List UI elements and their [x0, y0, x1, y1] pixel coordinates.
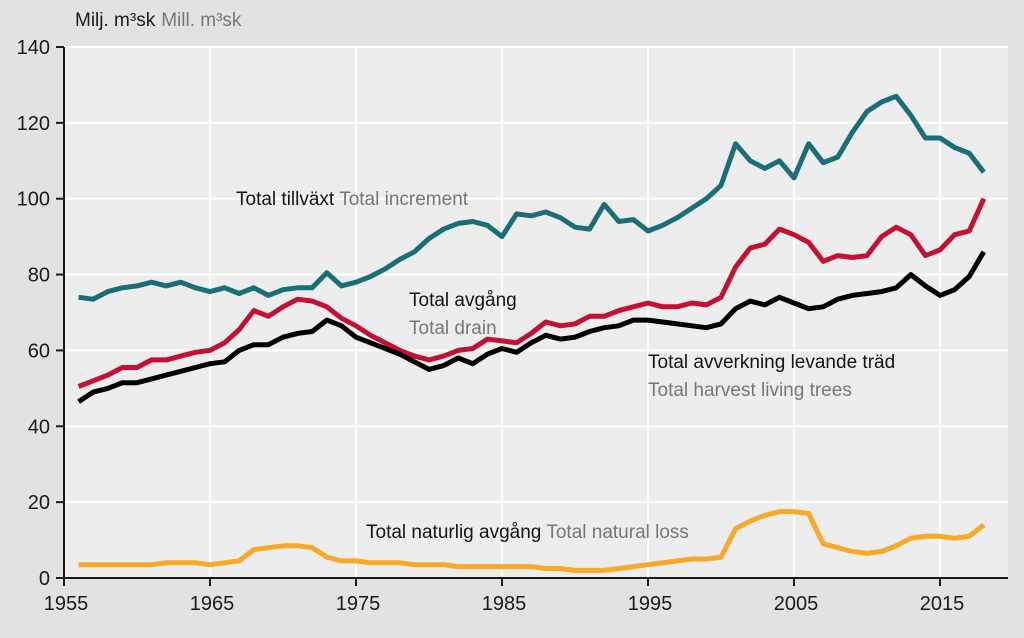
series-label-total-increment-swedish: Total tillväxt	[236, 189, 335, 210]
x-tick-label: 2005	[774, 593, 819, 615]
x-tick-label: 1995	[628, 593, 673, 615]
y-tick-label: 120	[17, 113, 50, 135]
series-label-total-increment-english: Total increment	[339, 189, 469, 210]
y-tick-label: 100	[17, 189, 50, 211]
x-tick-label: 1955	[44, 593, 89, 615]
series-line-total-drain	[77, 197, 987, 389]
series-label-total-drain: Total avgång Total drain	[409, 287, 517, 343]
x-tick-label: 2015	[920, 593, 965, 615]
series-label-total-natural-loss: Total naturlig avgång Total natural loss	[366, 519, 689, 547]
series-line-total-harvest-living-trees	[77, 250, 986, 404]
series-label-total-harvest-swedish: Total avverkning levande träd	[648, 352, 896, 373]
series-label-total-natural-loss-english: Total natural loss	[546, 522, 689, 543]
series-label-total-harvest: Total avverkning levande träd Total harv…	[648, 349, 895, 405]
plot-area	[64, 47, 1008, 578]
series-line-total-natural-loss	[78, 509, 986, 573]
series-line-total-increment	[78, 93, 986, 302]
y-tick-label: 140	[17, 37, 50, 59]
series-label-total-harvest-english: Total harvest living trees	[648, 380, 852, 401]
y-tick-label: 20	[28, 492, 50, 514]
y-tick-label: 40	[28, 416, 50, 438]
unit-label-english: Mill. m³sk	[161, 10, 242, 31]
unit-header: Milj. m³sk Mill. m³sk	[75, 10, 241, 32]
unit-label-swedish: Milj. m³sk	[75, 10, 156, 31]
series-label-total-drain-swedish: Total avgång	[409, 290, 517, 311]
y-tick-label: 80	[28, 265, 50, 287]
y-tick-label: 0	[39, 568, 50, 590]
series-label-total-natural-loss-swedish: Total naturlig avgång	[366, 522, 542, 543]
series-label-total-increment: Total tillväxt Total increment	[236, 186, 468, 214]
series-label-total-drain-english: Total drain	[409, 318, 497, 339]
x-tick-label: 1985	[482, 593, 527, 615]
x-tick-label: 1975	[336, 593, 381, 615]
x-tick-label: 1965	[190, 593, 235, 615]
y-tick-label: 60	[28, 340, 50, 362]
